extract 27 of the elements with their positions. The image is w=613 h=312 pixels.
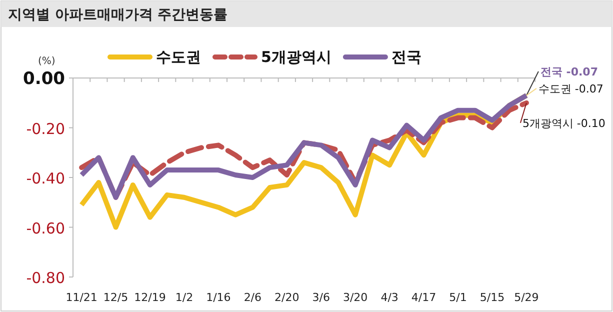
x-tick-label: 5/15 — [480, 291, 505, 304]
y-axis-title: (%) — [38, 56, 56, 67]
x-tick-label: 5/1 — [449, 291, 467, 304]
y-tick-label: -0.80 — [26, 269, 65, 287]
y-tick-label: -0.40 — [26, 170, 65, 188]
x-tick-label: 1/2 — [175, 291, 194, 304]
chart-title: 지역별 아파트매매가격 주간변동률 — [8, 7, 228, 23]
x-tick-label: 3/6 — [312, 291, 330, 304]
x-tick-label: 3/20 — [342, 291, 368, 304]
x-tick-label: 4/3 — [380, 291, 398, 304]
x-tick-label: 12/5 — [103, 291, 128, 304]
x-tick-label: 1/16 — [206, 291, 231, 304]
annotation: 수도권 -0.07 — [538, 82, 604, 96]
x-tick-label: 5/29 — [514, 291, 539, 304]
legend-label: 5개광역시 — [261, 48, 332, 66]
y-tick-label: -0.60 — [26, 219, 65, 238]
x-tick-label: 4/17 — [411, 291, 436, 304]
legend-label: 전국 — [391, 48, 422, 66]
x-tick-label: 2/6 — [244, 291, 262, 304]
legend-label: 수도권 — [156, 48, 201, 66]
x-tick-label: 2/20 — [274, 291, 300, 304]
annotation: 5개광역시 -0.10 — [522, 116, 606, 130]
annotation: 전국 -0.07 — [540, 65, 598, 78]
y-tick-label: -0.20 — [26, 120, 65, 138]
x-tick-label: 12/19 — [134, 291, 166, 304]
x-tick-label: 11/21 — [66, 291, 98, 304]
y-tick-label: 0.00 — [23, 69, 66, 89]
